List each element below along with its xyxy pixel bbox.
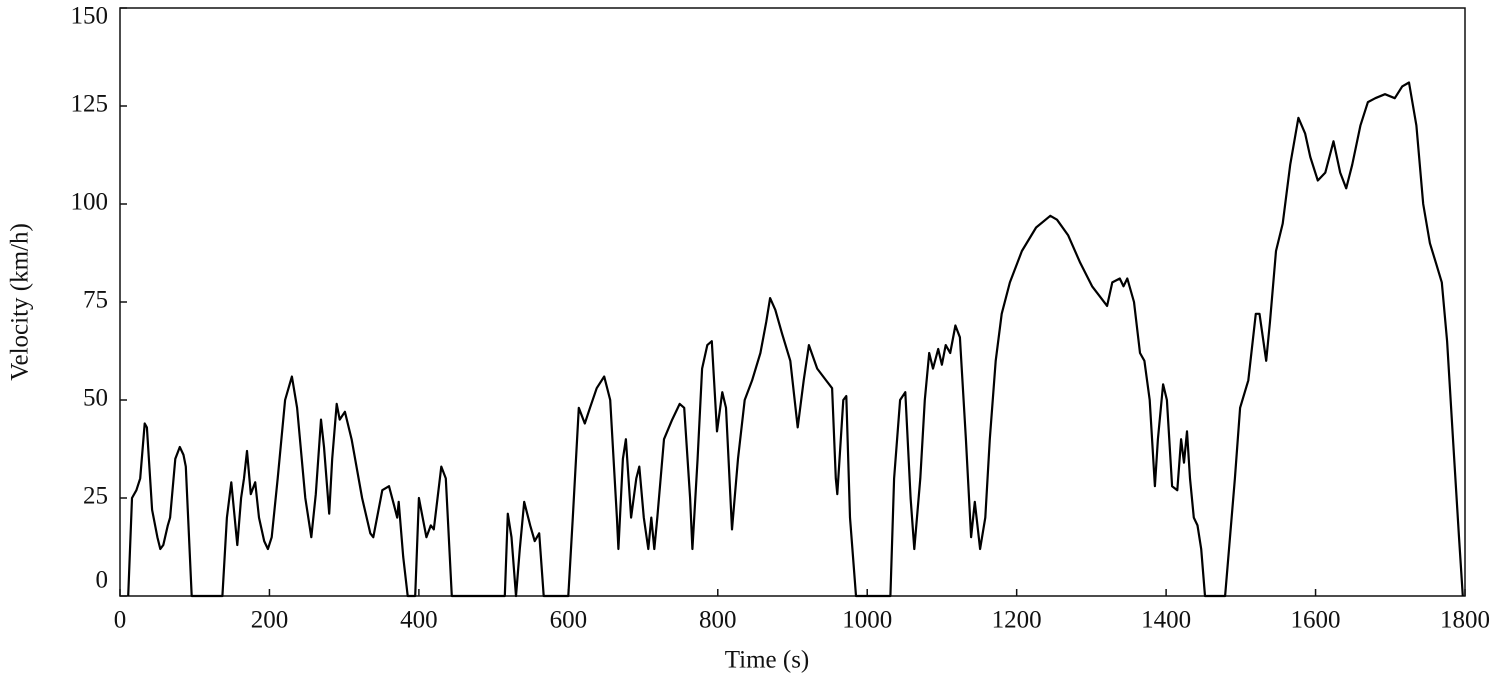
x-tick-label: 1800 — [1440, 607, 1490, 634]
x-tick-label: 600 — [550, 607, 588, 634]
x-tick-label: 0 — [114, 607, 127, 634]
x-tick-label: 800 — [699, 607, 737, 634]
x-tick-label: 1000 — [842, 607, 892, 634]
x-tick-label: 400 — [400, 607, 438, 634]
y-tick-label: 0 — [96, 567, 109, 594]
x-axis-label: Time (s) — [725, 647, 810, 674]
y-tick-label: 25 — [83, 483, 108, 510]
y-tick-label: 150 — [71, 3, 109, 30]
x-tick-label: 1200 — [992, 607, 1042, 634]
y-tick-label: 100 — [71, 189, 109, 216]
x-tick-label: 1600 — [1291, 607, 1341, 634]
y-axis-label: Velocity (km/h) — [7, 223, 34, 381]
x-tick-label: 1400 — [1141, 607, 1191, 634]
y-tick-label: 75 — [83, 287, 108, 314]
y-tick-label: 125 — [71, 91, 109, 118]
velocity-line — [127, 81, 1464, 598]
x-tick-label: 200 — [251, 607, 289, 634]
plot-frame — [119, 7, 1466, 597]
y-tick-label: 50 — [83, 385, 108, 412]
